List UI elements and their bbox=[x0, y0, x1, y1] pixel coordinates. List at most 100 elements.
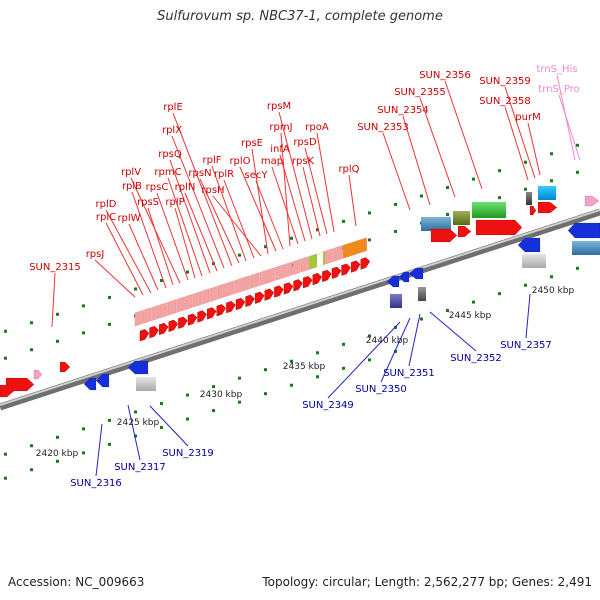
tick-mark bbox=[290, 359, 293, 363]
leader-line bbox=[211, 165, 247, 262]
leader-line bbox=[280, 132, 291, 247]
tick-mark bbox=[56, 459, 59, 463]
operon-gene-block bbox=[192, 291, 201, 308]
tick-mark bbox=[160, 402, 163, 405]
gene-label: secY bbox=[245, 170, 269, 181]
leader-line bbox=[95, 423, 103, 477]
gene-arrow-forward bbox=[159, 322, 169, 336]
gene-label: rpsS bbox=[137, 197, 159, 208]
gene-arrow-forward bbox=[168, 319, 179, 332]
tick-mark bbox=[316, 228, 319, 232]
tick-mark bbox=[186, 417, 189, 421]
tick-mark bbox=[82, 427, 85, 431]
gene-label: rpsK bbox=[292, 156, 315, 167]
gene-label: rpsD bbox=[293, 137, 317, 148]
tick-mark bbox=[108, 295, 111, 299]
tick-mark bbox=[108, 322, 111, 326]
operon-gene-block bbox=[267, 267, 276, 284]
gene-arrow-forward bbox=[283, 282, 294, 295]
label-leader-lines bbox=[51, 74, 581, 477]
operon-gene-block bbox=[275, 264, 284, 281]
gene-arrow-forward bbox=[274, 285, 284, 298]
gene-arrow-forward bbox=[197, 310, 207, 323]
tick-mark bbox=[420, 194, 423, 198]
gene-label: rplQ bbox=[338, 164, 359, 175]
tick-mark bbox=[420, 317, 423, 321]
gene-label: rpmJ bbox=[269, 122, 292, 133]
gene-label: rplC bbox=[96, 212, 116, 223]
gene-arrow-reverse bbox=[386, 275, 400, 288]
kbp-label: 2435 kbp bbox=[283, 362, 326, 372]
gene-label: rplX bbox=[162, 125, 182, 136]
gene-arrow-forward bbox=[235, 297, 246, 311]
tick-mark bbox=[264, 368, 267, 372]
leader-line bbox=[131, 191, 167, 289]
tick-mark bbox=[4, 356, 7, 360]
tick-mark bbox=[368, 358, 371, 362]
gene-label: SUN_2353 bbox=[357, 122, 409, 133]
leader-line bbox=[527, 122, 541, 176]
leader-line bbox=[105, 209, 152, 294]
tick-mark bbox=[550, 152, 553, 156]
gene-label: rplE bbox=[163, 102, 183, 113]
operon-arrow-row bbox=[139, 257, 371, 342]
leader-line bbox=[302, 166, 321, 237]
gene-arrow-forward bbox=[529, 205, 537, 216]
gene-label: rpsH bbox=[201, 185, 224, 196]
gene-label: SUN_2352 bbox=[450, 353, 502, 364]
leader-line bbox=[184, 192, 218, 272]
tick-mark bbox=[186, 393, 189, 397]
gene-label: SUN_2355 bbox=[394, 87, 446, 98]
tick-mark bbox=[498, 292, 501, 296]
tick-mark bbox=[238, 253, 241, 257]
gene-arrow-forward bbox=[350, 260, 361, 273]
green-gene-block bbox=[472, 202, 506, 218]
gene-label: SUN_2357 bbox=[500, 340, 552, 351]
operon-gene-block bbox=[209, 285, 218, 302]
gene-label: trnS_Pro bbox=[538, 84, 579, 95]
leader-line bbox=[223, 179, 255, 259]
gene-arrow-forward bbox=[0, 384, 15, 398]
tick-mark bbox=[56, 312, 59, 316]
cyan-gene-block bbox=[538, 186, 556, 200]
operon-gene-block bbox=[151, 304, 160, 321]
operon-gene-block bbox=[309, 253, 318, 270]
leader-line bbox=[147, 207, 174, 286]
kbp-label: 2445 kbp bbox=[449, 311, 492, 321]
gene-label: rpmC bbox=[154, 167, 181, 178]
gene-label: SUN_2354 bbox=[377, 105, 429, 116]
tick-mark bbox=[446, 186, 449, 190]
gene-label: SUN_2319 bbox=[162, 448, 214, 459]
operon-gene-block bbox=[159, 302, 168, 319]
blue-gene-block bbox=[421, 217, 451, 231]
tick-mark bbox=[472, 300, 475, 304]
leader-line bbox=[429, 311, 477, 352]
tick-mark bbox=[446, 309, 449, 313]
leader-line bbox=[402, 115, 431, 206]
gene-label: rplN bbox=[175, 182, 196, 193]
blue-gene-block bbox=[572, 241, 600, 255]
gene-label: rplB bbox=[122, 181, 142, 192]
gene-arrow-reverse bbox=[398, 271, 410, 283]
operon-gene-block bbox=[300, 256, 309, 273]
olive-gene-block bbox=[453, 211, 470, 225]
operon-gene-block bbox=[176, 296, 185, 313]
kbp-label: 2430 kbp bbox=[200, 390, 243, 400]
gene-label: rplP bbox=[165, 197, 184, 208]
leader-line bbox=[169, 159, 211, 274]
leader-line bbox=[174, 207, 196, 279]
genome-backbone bbox=[0, 208, 600, 411]
purple-gene-block bbox=[390, 294, 402, 308]
leader-line bbox=[316, 132, 335, 233]
gene-arrow-forward bbox=[312, 272, 323, 286]
tick-mark bbox=[108, 442, 111, 446]
tick-mark bbox=[576, 170, 579, 174]
gene-arrow-forward bbox=[59, 361, 71, 373]
gene-arrow-forward bbox=[139, 329, 150, 342]
gene-label: rplF bbox=[203, 155, 222, 166]
tick-mark bbox=[160, 279, 163, 282]
operon-gene-block bbox=[259, 269, 268, 286]
tick-mark bbox=[368, 334, 371, 338]
operon-gene-block bbox=[134, 310, 143, 327]
